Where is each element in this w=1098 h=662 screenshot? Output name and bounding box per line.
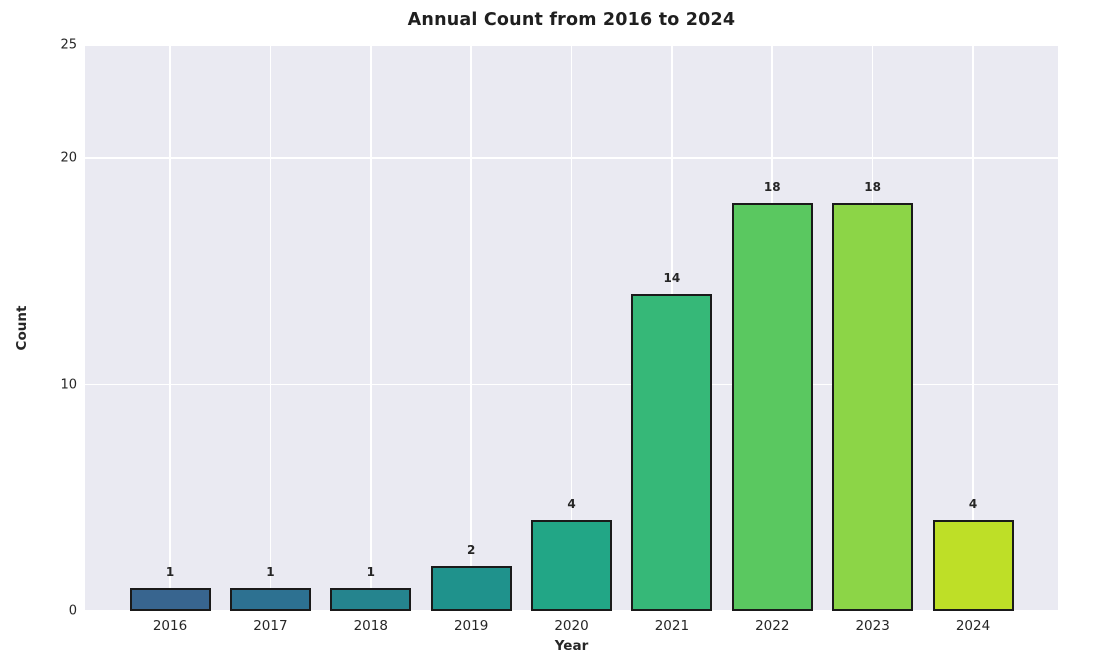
bar-2022 — [731, 203, 813, 611]
y-tick-10: 10 — [60, 377, 77, 393]
bar-2019 — [430, 565, 512, 611]
bar-value-2021: 14 — [663, 271, 681, 286]
bar-value-2020: 4 — [567, 497, 576, 512]
y-axis-label: Count — [14, 305, 30, 351]
gridline-x-2017 — [269, 45, 272, 611]
bar-value-2022: 18 — [763, 180, 781, 195]
y-tick-0: 0 — [68, 603, 77, 619]
chart-title: Annual Count from 2016 to 2024 — [407, 10, 736, 30]
gridline-x-2018 — [369, 45, 372, 611]
bar-2024 — [932, 520, 1014, 611]
x-tick-2024: 2024 — [955, 618, 991, 634]
x-axis-label: Year — [554, 638, 589, 654]
bar-value-2024: 4 — [968, 497, 978, 512]
bar-2023 — [832, 203, 914, 611]
x-tick-2021: 2021 — [654, 618, 690, 634]
y-tick-25: 25 — [60, 37, 77, 53]
gridline-x-2020 — [570, 45, 573, 611]
gridline-x-2016 — [169, 45, 171, 611]
x-tick-2019: 2019 — [453, 618, 489, 634]
bar-2020 — [531, 520, 612, 611]
plot-area — [85, 44, 1058, 612]
x-tick-2022: 2022 — [755, 618, 790, 634]
bar-value-2023: 18 — [864, 180, 881, 195]
x-tick-2017: 2017 — [253, 618, 288, 634]
x-tick-2020: 2020 — [554, 618, 589, 634]
gridline-x-2019 — [470, 45, 472, 611]
x-tick-2023: 2023 — [855, 618, 890, 634]
bar-value-2017: 1 — [266, 565, 275, 580]
x-tick-2018: 2018 — [353, 618, 388, 634]
bar-2017 — [229, 588, 311, 611]
bar-2021 — [631, 294, 713, 611]
bar-value-2018: 1 — [366, 565, 375, 580]
bar-value-2019: 2 — [466, 542, 476, 557]
bar-2016 — [129, 588, 211, 611]
bar-2018 — [330, 588, 412, 611]
y-tick-20: 20 — [60, 150, 77, 166]
bar-value-2016: 1 — [165, 565, 175, 580]
x-tick-2016: 2016 — [152, 618, 188, 634]
gridline-x-2024 — [972, 45, 974, 611]
